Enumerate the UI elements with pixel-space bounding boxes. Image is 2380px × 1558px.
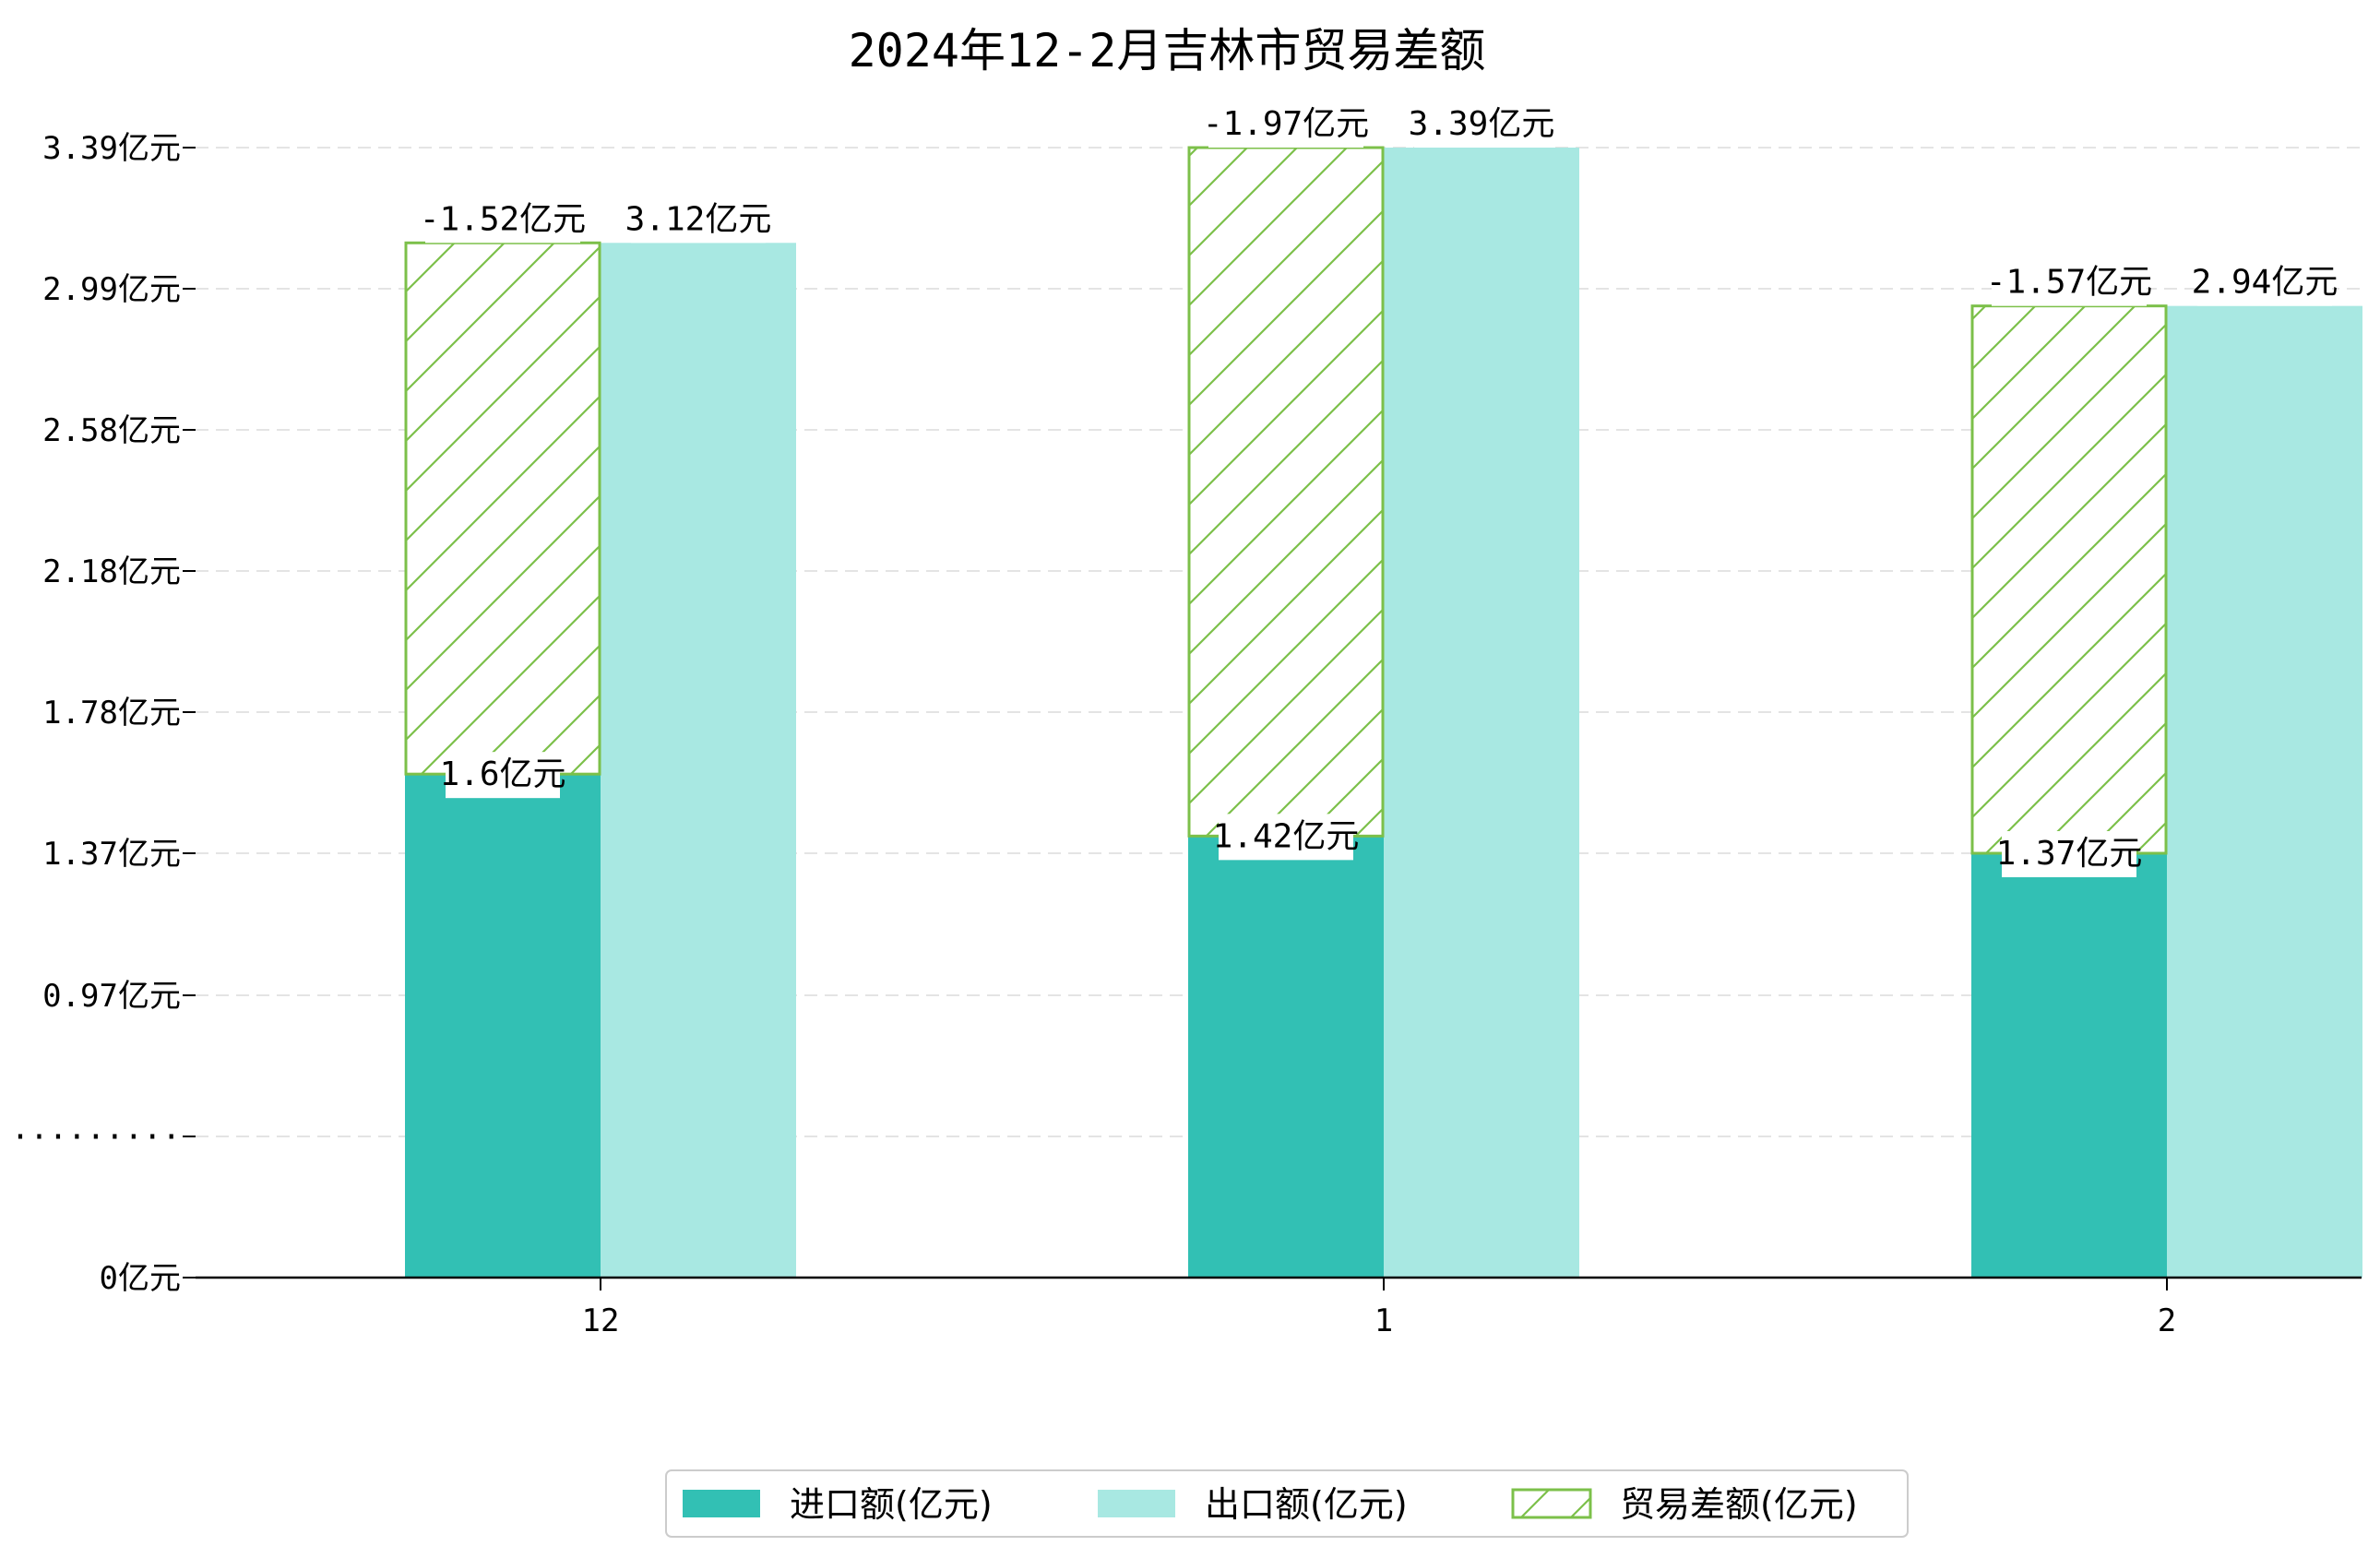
export-bar xyxy=(1384,148,1579,1278)
y-tick-label: 1.78亿元 xyxy=(42,695,181,731)
export-value-label: 2.94亿元 xyxy=(2192,264,2338,302)
x-tick-label: 2 xyxy=(2158,1302,2176,1339)
export-value-label-bg xyxy=(2197,259,2332,306)
balance-value-label-bg xyxy=(1992,259,2147,306)
y-tick-label: 2.99亿元 xyxy=(42,271,181,308)
export-value-label: 3.12亿元 xyxy=(625,200,772,238)
legend-label: 贸易差额(亿元) xyxy=(1620,1484,1858,1525)
y-tick-label: 2.18亿元 xyxy=(42,553,181,590)
balance-value-label-bg xyxy=(425,196,580,244)
x-axis: 12 1 2 xyxy=(196,1276,2362,1339)
y-tick-label: 1.37亿元 xyxy=(42,836,181,873)
bars xyxy=(404,146,2362,1278)
import-value-label: 1.6亿元 xyxy=(439,755,565,793)
balance-bar xyxy=(1970,304,2168,855)
legend-label: 出口额(亿元) xyxy=(1205,1484,1408,1525)
balance-value-label: -1.57亿元 xyxy=(1986,264,2152,302)
import-value-label-bg xyxy=(1219,814,1353,861)
y-tick-label: 3.39亿元 xyxy=(42,130,181,167)
legend-swatch xyxy=(683,1490,760,1517)
import-value-label-bg xyxy=(446,752,560,799)
y-tick-label: 0.97亿元 xyxy=(42,978,181,1015)
import-value-label: 1.42亿元 xyxy=(1213,817,1360,855)
import-bar xyxy=(1188,836,1384,1278)
y-tick-label: 0亿元 xyxy=(100,1260,181,1297)
legend-swatch xyxy=(1511,1488,1592,1519)
x-tick-label: 1 xyxy=(1374,1302,1393,1339)
legend-swatch xyxy=(1098,1490,1175,1517)
y-tick-label: ········· xyxy=(11,1119,181,1156)
balance-value-label-bg xyxy=(1208,101,1363,148)
balance-value-label: -1.97亿元 xyxy=(1203,105,1369,143)
import-value-label: 1.37亿元 xyxy=(1996,835,2143,873)
legend: 进口额(亿元) 出口额(亿元) 贸易差额(亿元) xyxy=(665,1469,1909,1538)
import-bar xyxy=(1971,853,2167,1278)
import-value-label-bg xyxy=(2002,831,2136,877)
legend-label: 进口额(亿元) xyxy=(790,1484,993,1525)
export-value-label-bg xyxy=(1414,101,1549,148)
import-bar xyxy=(405,774,601,1278)
chart-title: 2024年12-2月吉林市贸易差额 xyxy=(849,24,1486,77)
export-value-label-bg xyxy=(631,196,766,244)
export-bar xyxy=(601,243,796,1278)
y-axis: 0亿元 ········· 0.97亿元 1.37亿元 1.78亿元 2.18亿元 2.58… xyxy=(11,130,196,1297)
x-tick-label: 12 xyxy=(582,1302,620,1339)
legend-box xyxy=(665,1469,1909,1538)
y-tick-label: 2.58亿元 xyxy=(42,412,181,449)
export-bar xyxy=(2167,305,2362,1278)
balance-value-label: -1.52亿元 xyxy=(420,200,586,238)
balance-bar xyxy=(404,241,601,776)
export-value-label: 3.39亿元 xyxy=(1409,105,1555,143)
data-labels: 1.6亿元 3.12亿元 -1.52亿元 1.42亿元 3.39亿元 -1.97亿元 1.3… xyxy=(420,101,2338,877)
balance-bar xyxy=(1187,146,1385,838)
